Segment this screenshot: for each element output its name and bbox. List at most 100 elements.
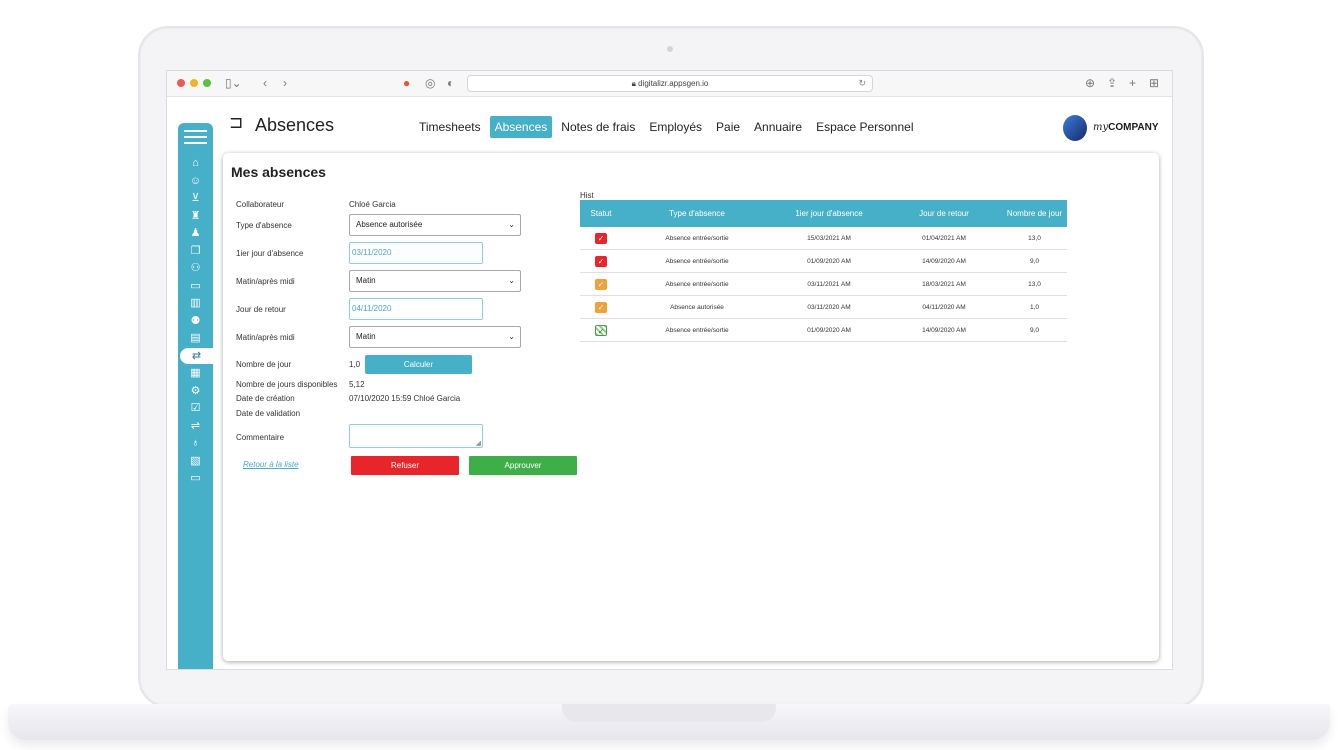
nb-days-cell: 1,0 (1029, 303, 1040, 311)
adblock-icon[interactable]: ● (403, 76, 411, 90)
type-cell: Absence entrée/sortie (665, 257, 729, 265)
table-row[interactable]: ✓ Absence entrée/sortie 01/09/2020 AM 14/09… (580, 250, 1067, 273)
type-select[interactable]: Absence autorisée ⌄ (349, 214, 521, 236)
nav-employ-s[interactable]: Employés (649, 120, 703, 134)
camera-icon (667, 46, 673, 52)
invoice-icon[interactable]: ▤ (190, 332, 201, 344)
sync-icon[interactable]: ◎ (425, 76, 436, 90)
return-day-cell: 18/03/2021 AM (922, 280, 966, 288)
return-day-cell: 14/09/2020 AM (922, 326, 966, 334)
label-nb-available: Nombre de jours disponibles (236, 380, 338, 389)
label-first-day: 1ier jour d'absence (236, 249, 304, 258)
first-day-cell: 03/11/2021 AM (807, 280, 851, 288)
nav-absences[interactable]: Absences (489, 116, 553, 138)
calendar-check-icon[interactable]: ☑ (190, 402, 201, 414)
label-collaborateur: Collaborateur (236, 200, 285, 209)
cart-icon[interactable]: ⊻ (191, 192, 200, 204)
type-cell: Absence entrée/sortie (665, 326, 729, 334)
monitor-icon[interactable]: ▭ (190, 472, 201, 484)
lock-icon: 🔒︎ (631, 79, 636, 88)
period-2-value: Matin (356, 332, 376, 341)
nav-timesheets[interactable]: Timesheets (419, 120, 481, 134)
status-pending-icon: ✓ (595, 301, 607, 313)
header-status[interactable]: Statut (590, 209, 612, 218)
absence-icon[interactable]: ⇄ (180, 347, 213, 364)
status-cell: ✓ (580, 301, 622, 313)
reload-icon[interactable]: ↻ (858, 78, 866, 88)
table-row[interactable]: ✓ Absence autorisée 03/11/2020 AM 04/11/202… (580, 296, 1067, 319)
tab-overview-icon[interactable]: ⊞ (1149, 76, 1160, 90)
page-title: Absences (255, 115, 335, 135)
table-row[interactable]: ✓ Absence entrée/sortie 03/11/2021 AM 18/03… (580, 273, 1067, 296)
label-return-day: Jour de retour (236, 305, 286, 314)
hamburger-menu-icon[interactable] (184, 130, 207, 146)
laptop-notch (562, 704, 776, 722)
first-day-cell: 01/09/2020 AM (807, 257, 851, 265)
nav-espace-personnel[interactable]: Espace Personnel (816, 120, 914, 134)
type-cell: Absence autorisée (670, 303, 724, 311)
label-type: Type d'absence (236, 221, 292, 230)
label-validation: Date de validation (236, 409, 301, 418)
refuse-button[interactable]: Refuser (351, 456, 459, 475)
users-icon[interactable]: ♟ (190, 227, 201, 239)
comment-textarea[interactable]: ◢ (349, 424, 483, 448)
label-period-2: Matin/après midi (236, 333, 295, 342)
header-first-day[interactable]: 1ier jour d'absence (795, 209, 863, 218)
period-2-select[interactable]: Matin ⌄ (349, 326, 521, 348)
settings-user-icon[interactable]: ⚙ (190, 384, 201, 397)
header-return-day[interactable]: Jour de retour (919, 209, 969, 218)
card-icon[interactable]: ▭ (190, 279, 201, 292)
label-comment: Commentaire (236, 433, 285, 442)
new-tab-icon[interactable]: + (1129, 76, 1137, 90)
value-collaborateur: Chloé Garcia (349, 200, 396, 209)
period-1-value: Matin (356, 276, 376, 285)
period-1-select[interactable]: Matin ⌄ (349, 270, 521, 292)
status-cell: ✓ (580, 278, 622, 290)
url-bar[interactable]: 🔒︎ digitalizr.appsgen.io ↻ (467, 75, 873, 92)
shield-icon[interactable]: ◐ (447, 76, 455, 90)
calculate-button[interactable]: Calculer (365, 355, 472, 374)
back-icon[interactable]: ‹ (263, 76, 267, 90)
back-to-list-link[interactable]: Retour à la liste (243, 460, 299, 469)
documents-icon[interactable]: ❐ (190, 244, 201, 257)
first-day-input[interactable]: 03/11/2020 (349, 242, 483, 264)
top-navigation: Timesheets Absences Notes de frais Employés… (414, 115, 923, 139)
first-day-cell: 15/03/2021 AM (807, 234, 851, 242)
table-row[interactable]: ✓ Absence entrée/sortie 01/09/2020 AM 14/09… (580, 319, 1067, 342)
org-chart-icon[interactable]: ♜ (190, 209, 201, 222)
close-window-button[interactable] (177, 79, 185, 87)
team-icon[interactable]: ⚇ (190, 262, 201, 274)
nav-annuaire[interactable]: Annuaire (754, 120, 803, 134)
company-logo-text: myCOMPANY (1093, 122, 1159, 133)
money-bag-icon[interactable]: ♁ (191, 437, 200, 449)
buildings-icon[interactable]: ▥ (190, 297, 201, 309)
forward-icon[interactable]: › (283, 76, 287, 90)
resize-handle-icon[interactable]: ◢ (475, 440, 481, 447)
value-nb-available: 5,12 (349, 380, 365, 389)
exit-icon[interactable]: ⊐ (229, 113, 244, 132)
nav-paie[interactable]: Paie (716, 120, 741, 134)
maximize-window-button[interactable] (203, 79, 211, 87)
home-icon[interactable]: ⌂ (192, 157, 199, 169)
download-icon[interactable]: ⊕ (1085, 76, 1096, 90)
report-icon[interactable]: ▧ (190, 454, 201, 467)
nb-days-cell: 13,0 (1028, 234, 1041, 242)
sidebar: ⌂ ☺ ⊻ ♜ ♟ ❐ ⚇ ▭ ▥ ⚉ ▤ ⇄ ▦ ⚙ ☑ ⇌ ♁ ▧ ▭ (178, 123, 213, 669)
share-icon[interactable]: ⇪ (1107, 76, 1118, 90)
nb-days-cell: 9,0 (1029, 257, 1040, 265)
user-money-icon[interactable]: ☺ (189, 174, 202, 187)
approve-button[interactable]: Approuver (469, 456, 577, 475)
header-nb-days[interactable]: Nombre de jour (1006, 209, 1063, 218)
person-coins-icon[interactable]: ⚉ (190, 314, 201, 327)
label-period-1: Matin/après midi (236, 277, 295, 286)
transfer-icon[interactable]: ⇌ (190, 419, 201, 432)
table-row[interactable]: ✓ Absence entrée/sortie 15/03/2021 AM 01/04… (580, 227, 1067, 250)
header-type[interactable]: Type d'absence (669, 209, 725, 218)
minimize-window-button[interactable] (190, 79, 198, 87)
value-creation: 07/10/2020 15:59 Chloé Garcia (349, 394, 461, 403)
sidebar-toggle-icon[interactable]: ▯⌄ (225, 76, 242, 90)
calendar-icon[interactable]: ▦ (190, 367, 201, 379)
return-day-input[interactable]: 04/11/2020 (349, 298, 483, 320)
nav-notes-de-frais[interactable]: Notes de frais (561, 120, 636, 134)
status-approved-icon: ✓ (595, 324, 607, 336)
